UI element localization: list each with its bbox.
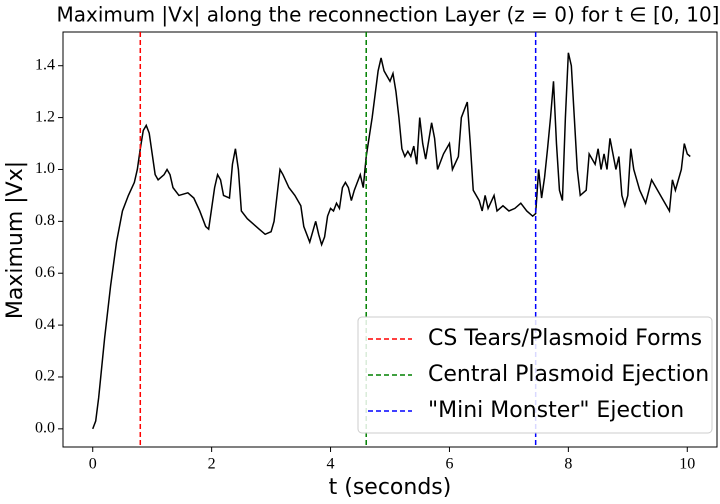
y-tick-label: 0.2 (35, 368, 55, 385)
plot-frame (62, 31, 718, 448)
y-tick-label: 0.4 (35, 316, 55, 333)
y-tick-label: 1.0 (35, 160, 55, 177)
y-tick-label: 0.6 (35, 264, 55, 281)
x-tick-label: 2 (208, 456, 216, 473)
data-line (92, 52, 691, 430)
y-tick-label: 0.8 (35, 212, 55, 229)
legend-label: "Mini Monster" Ejection (428, 398, 684, 423)
legend-label: Central Plasmoid Ejection (428, 362, 709, 387)
legend: CS Tears/Plasmoid Forms Central Plasmoid … (357, 316, 713, 434)
x-tick-label: 8 (564, 456, 572, 473)
legend-box (357, 316, 713, 434)
y-tick-label: 1.4 (35, 56, 55, 73)
y-axis-label: Maximum |Vx| (3, 161, 28, 319)
legend-label: CS Tears/Plasmoid Forms (428, 326, 702, 351)
y-tick-label: 0.0 (35, 420, 55, 437)
x-tick-label: 6 (445, 456, 453, 473)
x-tick-label: 0 (89, 456, 97, 473)
chart-title: Maximum |Vx| along the reconnection Laye… (57, 3, 720, 27)
x-tick-label: 4 (327, 456, 335, 473)
x-tick-label: 10 (679, 456, 695, 473)
x-axis-label: t (seconds) (329, 475, 452, 500)
y-tick-label: 1.2 (35, 108, 55, 125)
